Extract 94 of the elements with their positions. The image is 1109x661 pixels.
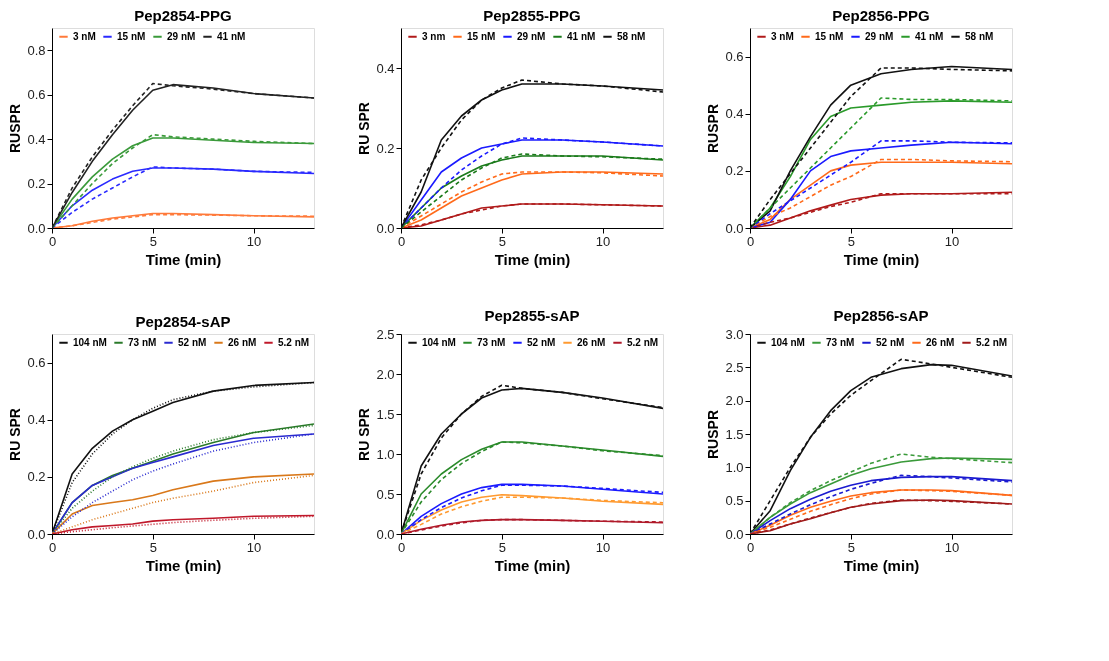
x-tick-label: 0	[397, 233, 406, 249]
y-tick-label: 0.4	[376, 60, 395, 76]
legend-label: 29 nM	[517, 30, 546, 42]
x-tick-label: 10	[944, 233, 960, 249]
x-tick-label: 5	[847, 539, 855, 555]
legend-label: 5.2 nM	[627, 336, 659, 348]
y-tick-label: 0.4	[27, 131, 46, 147]
legend-label: 73 nM	[826, 336, 855, 348]
y-tick-label: 0.2	[725, 163, 744, 179]
legend-label: 41 nM	[915, 30, 944, 42]
legend-label: 58 nM	[617, 30, 646, 42]
legend-label: 52 nM	[527, 336, 556, 348]
x-tick-label: 0	[397, 539, 406, 555]
y-axis-title: RU SPR	[7, 408, 24, 461]
legend-label: 15 nM	[117, 30, 146, 42]
legend-label: 58 nM	[965, 30, 994, 42]
legend-label: 3 nM	[73, 30, 96, 42]
chart-title: Pep2854-sAP	[135, 313, 231, 330]
legend-label: 52 nM	[876, 336, 905, 348]
y-tick-label: 0.2	[27, 176, 46, 192]
y-tick-label: 0.5	[376, 486, 395, 502]
y-tick-label: 2.5	[376, 326, 395, 342]
y-axis-title: RUSPR	[705, 409, 722, 460]
y-tick-label: 0.6	[725, 49, 744, 65]
x-axis-title: Time (min)	[843, 250, 920, 268]
legend-label: 5.2 nM	[976, 336, 1008, 348]
x-axis-title: Time (min)	[145, 556, 222, 574]
legend-label: 73 nM	[477, 336, 506, 348]
legend-label: 41 nM	[567, 30, 596, 42]
y-tick-label: 0.0	[376, 220, 395, 236]
y-axis-title: RU SPR	[356, 102, 373, 155]
x-tick-label: 5	[498, 233, 506, 249]
x-tick-label: 0	[746, 233, 755, 249]
y-tick-label: 2.0	[725, 393, 744, 409]
y-tick-label: 0.0	[725, 220, 744, 236]
legend-label: 52 nM	[178, 336, 207, 348]
chart-title: Pep2856-PPG	[832, 7, 930, 24]
y-tick-label: 0.6	[27, 355, 46, 371]
y-tick-label: 0.4	[725, 106, 744, 122]
y-axis-title: RUSPR	[705, 103, 722, 154]
legend-label: 3 nM	[771, 30, 794, 42]
legend-label: 104 nM	[422, 336, 456, 348]
x-tick-label: 0	[48, 233, 57, 249]
y-tick-label: 0.0	[725, 526, 744, 542]
x-tick-label: 10	[944, 539, 960, 555]
x-axis-title: Time (min)	[494, 250, 571, 268]
x-axis-title: Time (min)	[494, 556, 571, 574]
x-axis-title: Time (min)	[145, 250, 222, 268]
legend-label: 29 nM	[865, 30, 894, 42]
x-tick-label: 5	[498, 539, 506, 555]
x-tick-label: 10	[246, 233, 262, 249]
x-axis-title: Time (min)	[843, 556, 920, 574]
legend-label: 5.2 nM	[278, 336, 310, 348]
x-tick-label: 5	[149, 233, 157, 249]
legend-label: 15 nM	[467, 30, 496, 42]
y-tick-label: 0.2	[376, 140, 395, 156]
legend-label: 26 nM	[577, 336, 606, 348]
legend-label: 26 nM	[926, 336, 955, 348]
y-tick-label: 0.4	[27, 412, 46, 428]
legend-label: 26 nM	[228, 336, 257, 348]
y-tick-label: 1.0	[725, 459, 744, 475]
legend-label: 29 nM	[167, 30, 196, 42]
legend-label: 15 nM	[815, 30, 844, 42]
legend-label: 73 nM	[128, 336, 157, 348]
x-tick-label: 0	[48, 539, 57, 555]
x-tick-label: 10	[595, 233, 611, 249]
y-axis-title: RUSPR	[7, 103, 24, 154]
x-tick-label: 5	[847, 233, 855, 249]
legend-label: 104 nM	[73, 336, 107, 348]
y-tick-label: 0.5	[725, 493, 744, 509]
y-tick-label: 0.6	[27, 87, 46, 103]
y-tick-label: 2.5	[725, 359, 744, 375]
x-tick-label: 10	[246, 539, 262, 555]
legend-label: 104 nM	[771, 336, 805, 348]
y-axis-title: RU SPR	[356, 408, 373, 461]
legend-label: 41 nM	[217, 30, 246, 42]
x-tick-label: 5	[149, 539, 157, 555]
y-tick-label: 0.8	[27, 42, 46, 58]
y-tick-label: 0.0	[27, 526, 46, 542]
legend-label: 3 nm	[422, 30, 446, 42]
y-tick-label: 2.0	[376, 366, 395, 382]
x-tick-label: 10	[595, 539, 611, 555]
y-tick-label: 1.0	[376, 446, 395, 462]
y-tick-label: 1.5	[376, 406, 395, 422]
chart-title: Pep2855-sAP	[484, 307, 580, 324]
y-tick-label: 0.2	[27, 469, 46, 485]
x-tick-label: 0	[746, 539, 755, 555]
chart-title: Pep2854-PPG	[134, 7, 232, 24]
y-tick-label: 1.5	[725, 426, 744, 442]
y-tick-label: 3.0	[725, 326, 744, 342]
chart-title: Pep2855-PPG	[483, 7, 581, 24]
y-tick-label: 0.0	[376, 526, 395, 542]
chart-title: Pep2856-sAP	[833, 307, 929, 324]
y-tick-label: 0.0	[27, 220, 46, 236]
